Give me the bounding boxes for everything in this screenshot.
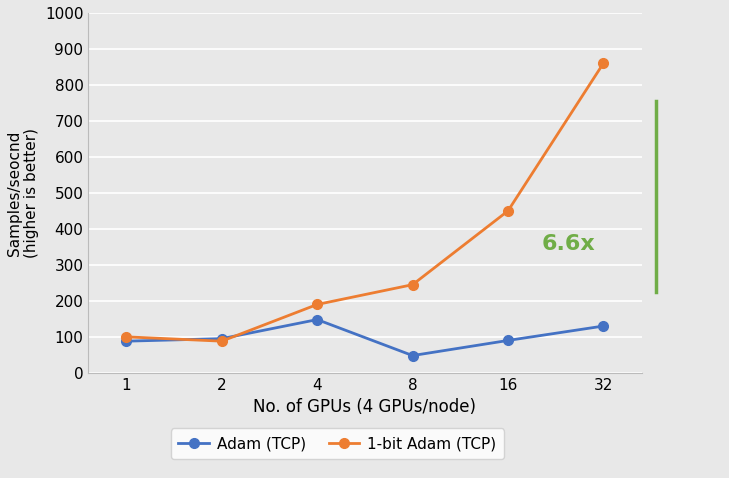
Adam (TCP) bbox=[122, 338, 130, 344]
1-bit Adam (TCP) bbox=[217, 338, 226, 344]
Adam (TCP) bbox=[217, 336, 226, 341]
Adam (TCP) bbox=[313, 317, 321, 323]
1-bit Adam (TCP) bbox=[313, 302, 321, 307]
1-bit Adam (TCP) bbox=[122, 334, 130, 340]
1-bit Adam (TCP) bbox=[599, 60, 608, 66]
1-bit Adam (TCP) bbox=[408, 282, 417, 288]
Adam (TCP) bbox=[408, 353, 417, 358]
Adam (TCP) bbox=[504, 337, 512, 343]
Y-axis label: Samples/seocnd
(higher is better): Samples/seocnd (higher is better) bbox=[7, 128, 39, 258]
Adam (TCP) bbox=[599, 323, 608, 329]
Legend: Adam (TCP), 1-bit Adam (TCP): Adam (TCP), 1-bit Adam (TCP) bbox=[171, 428, 504, 459]
Line: 1-bit Adam (TCP): 1-bit Adam (TCP) bbox=[122, 58, 608, 346]
Line: Adam (TCP): Adam (TCP) bbox=[122, 315, 608, 360]
Text: 6.6x: 6.6x bbox=[542, 235, 595, 254]
1-bit Adam (TCP) bbox=[504, 208, 512, 214]
X-axis label: No. of GPUs (4 GPUs/node): No. of GPUs (4 GPUs/node) bbox=[254, 398, 476, 416]
